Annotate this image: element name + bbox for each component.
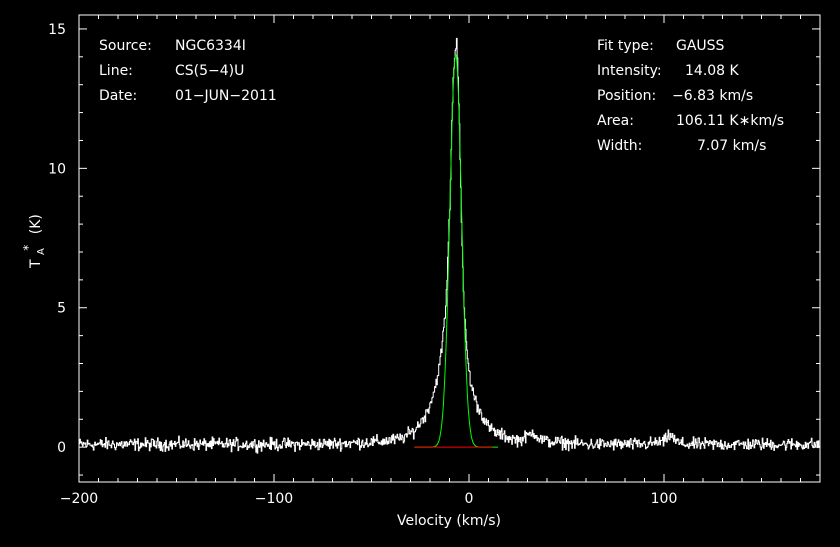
y-axis-label-sub: A xyxy=(36,248,47,255)
x-tick-label: −100 xyxy=(255,491,293,507)
x-tick-label: 100 xyxy=(651,491,678,507)
gaussian-fit-line xyxy=(414,53,499,448)
plot-frame xyxy=(78,14,821,483)
info-left-value-date: 01−JUN−2011 xyxy=(175,88,277,104)
info-left-key-date: Date: xyxy=(99,88,137,104)
y-tick-label: 10 xyxy=(48,161,66,177)
info-left-key-line: Line: xyxy=(99,63,133,79)
info-left-value-source: NGC6334I xyxy=(175,38,246,54)
y-tick-label: 15 xyxy=(48,22,66,38)
info-right-key-position: Position: xyxy=(597,88,656,104)
y-axis-label: T A * (K) xyxy=(20,214,48,269)
y-axis-label-unit: (K) xyxy=(28,214,44,234)
y-axis-label-main: T xyxy=(28,259,44,269)
svg-text:T A * (K): T A * (K) xyxy=(20,214,48,269)
axis-tick-labels: −200 −100 0 100 0 5 10 15 xyxy=(48,22,677,507)
axis-ticks xyxy=(78,15,821,482)
info-left-key-source: Source: xyxy=(99,38,152,54)
info-right-value-width: 7.07 km/s xyxy=(697,138,766,154)
info-left: Source: NGC6334I Line: CS(5−4)U Date: 01… xyxy=(99,38,277,104)
info-right-value-area: 106.11 K∗km/s xyxy=(676,113,784,129)
info-left-value-line: CS(5−4)U xyxy=(175,63,244,79)
info-right-key-area: Area: xyxy=(597,113,634,129)
x-tick-label: 0 xyxy=(465,491,474,507)
info-right-value-intensity: 14.08 K xyxy=(685,63,740,79)
info-right-key-width: Width: xyxy=(597,138,642,154)
x-tick-label: −200 xyxy=(60,491,98,507)
y-tick-label: 0 xyxy=(57,440,66,456)
y-tick-label: 5 xyxy=(57,301,66,317)
x-axis-label: Velocity (km/s) xyxy=(397,513,501,529)
info-right-key-fit-type: Fit type: xyxy=(597,38,654,54)
y-axis-label-sup: * xyxy=(21,245,35,251)
info-right: Fit type: GAUSS Intensity: 14.08 K Posit… xyxy=(597,38,784,154)
info-right-value-position: −6.83 km/s xyxy=(672,88,753,104)
info-right-value-fit-type: GAUSS xyxy=(676,38,725,54)
info-right-key-intensity: Intensity: xyxy=(597,63,662,79)
